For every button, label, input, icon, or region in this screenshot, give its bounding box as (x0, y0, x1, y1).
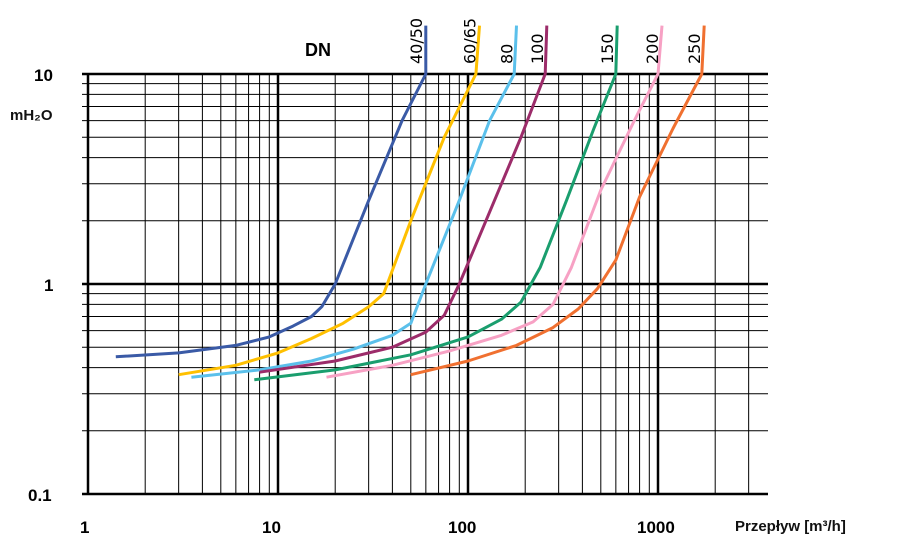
series-line-7 (410, 25, 706, 377)
series-label: 100 (528, 33, 547, 64)
series-label: 60/65 (461, 18, 480, 64)
x-tick-label: 1 (80, 518, 89, 537)
series-label: 200 (643, 33, 662, 64)
x-tick-label: 1000 (637, 518, 675, 537)
series-line-6 (326, 25, 664, 379)
series-label: 150 (598, 33, 617, 64)
series-labels: 40/50 60/65 80 100 150 200 250 (407, 18, 704, 64)
x-tick-label: 100 (448, 518, 476, 537)
series-label: 80 (498, 44, 517, 64)
grid (82, 72, 768, 496)
series-line-5 (254, 25, 619, 382)
x-axis-label: Przepływ [m³/h] (735, 518, 846, 535)
series-line-2 (178, 25, 481, 377)
y-axis-label: mH₂O (10, 107, 53, 124)
y-tick-label: 1 (44, 276, 53, 295)
series-line-4 (259, 25, 549, 374)
series-line-1 (115, 25, 428, 359)
tick-labels: 0.1 1 10 1 10 100 1000 (28, 66, 675, 537)
series-label: 40/50 (407, 18, 426, 64)
series-curves (115, 25, 706, 382)
y-tick-label: 0.1 (28, 486, 52, 505)
x-tick-label: 10 (262, 518, 281, 537)
series-line-3 (191, 25, 518, 379)
y-tick-label: 10 (34, 66, 53, 85)
series-label: 250 (685, 33, 704, 64)
legend-title: DN (305, 40, 331, 60)
